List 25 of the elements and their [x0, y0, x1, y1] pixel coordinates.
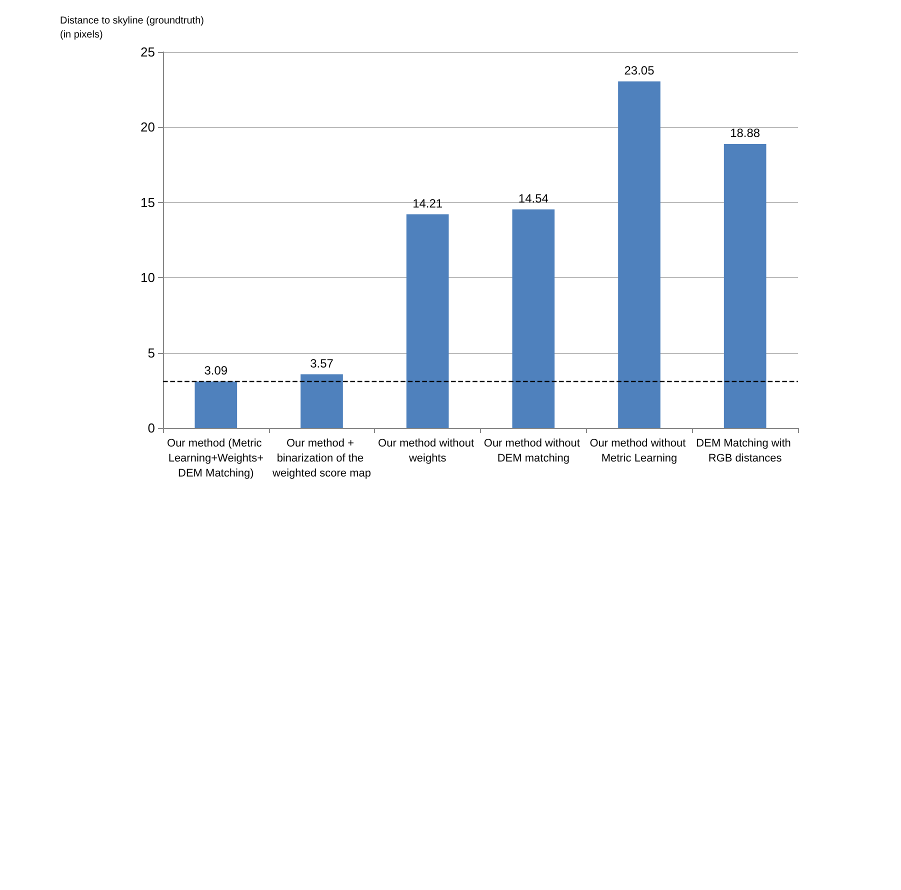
- data-label: 23.05: [624, 63, 655, 78]
- data-label: 18.88: [730, 126, 760, 140]
- x-tick-label: Our method without DEM matching: [484, 438, 583, 464]
- y-tick-label: 20: [140, 120, 155, 135]
- x-tick-label: Our method without weights: [378, 438, 478, 464]
- x-tick-label: Our method + binarization of the weighted score map: [272, 438, 371, 480]
- x-tick-label: Our method without Metric Learning: [590, 438, 689, 464]
- y-tick-label: 15: [140, 194, 155, 210]
- data-label: 3.57: [310, 356, 334, 370]
- bar: [512, 209, 555, 428]
- x-tick-label: DEM Matching with RGB distances: [696, 438, 794, 464]
- bar: [406, 214, 449, 428]
- y-tick-label: 25: [140, 44, 155, 60]
- bar: [618, 81, 660, 428]
- data-label: 14.54: [518, 191, 549, 206]
- data-label: 14.21: [412, 196, 443, 210]
- y-tick-label: 10: [140, 270, 155, 286]
- bar: [724, 144, 766, 428]
- data-label: 3.09: [204, 364, 228, 378]
- x-tick-label: Our method (Metric Learning+Weights+DEM Matching): [167, 438, 265, 480]
- y-tick-label: 0: [148, 420, 155, 436]
- bar: [194, 382, 238, 428]
- bar: [300, 374, 343, 428]
- y-tick-label: 5: [148, 345, 155, 360]
- y-axis-title: Distance to skyline (groundtruth) (in pixels): [60, 16, 204, 40]
